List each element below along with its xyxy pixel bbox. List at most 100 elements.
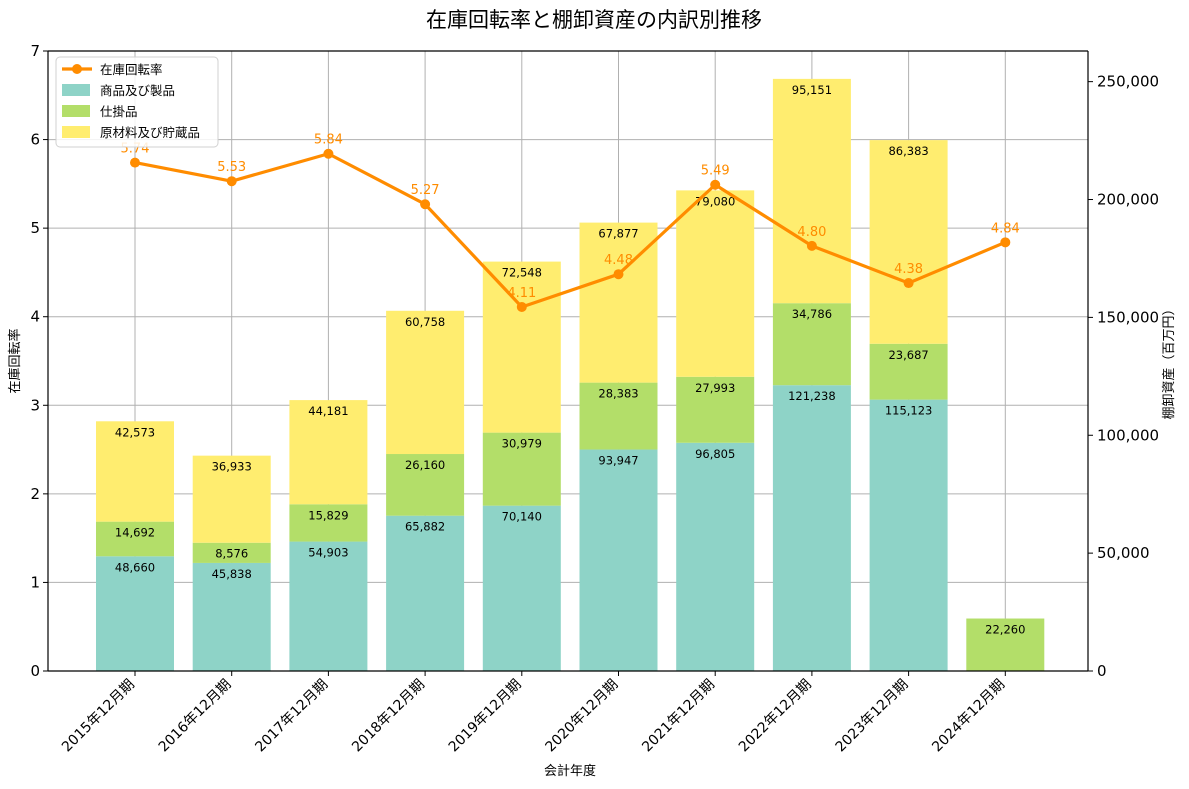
bar-value-label: 72,548 (502, 266, 542, 280)
bar-materials-2 (192, 455, 271, 543)
y-left-tick-label: 1 (30, 573, 40, 591)
bar-materials-1 (96, 421, 174, 522)
turnover-value-label: 4.38 (894, 262, 923, 277)
bar-wip-10 (966, 618, 1045, 671)
bar-materials-5 (482, 261, 561, 433)
bar-products-8 (772, 385, 851, 671)
x-axis-label: 会計年度 (544, 763, 596, 779)
bar-wip-8 (772, 303, 851, 386)
y-right-tick-label: 0 (1097, 662, 1107, 680)
y-left-tick-label: 6 (30, 131, 40, 149)
x-tick-label: 2019年12月期 (446, 677, 525, 756)
bar-materials-3 (289, 400, 368, 505)
bar-value-label: 28,383 (598, 387, 638, 401)
legend-label-turnover: 在庫回転率 (100, 62, 163, 77)
y-axis-right-label: 棚卸資産（百万円） (1161, 302, 1177, 419)
bar-products-1 (96, 556, 174, 671)
turnover-point (806, 240, 817, 251)
legend-swatch (62, 126, 90, 138)
turnover-value-label: 4.80 (797, 225, 826, 240)
bar-wip-5 (482, 432, 561, 506)
y-left-tick-label: 7 (30, 42, 40, 60)
turnover-value-label: 5.53 (217, 160, 246, 175)
turnover-value-label: 4.84 (991, 221, 1020, 236)
bar-products-4 (386, 515, 465, 671)
y-right-tick-label: 50,000 (1097, 544, 1150, 562)
y-right-tick-label: 200,000 (1097, 191, 1159, 209)
y-right-tick-label: 150,000 (1097, 308, 1159, 326)
bar-value-label: 70,140 (502, 510, 542, 524)
bar-value-label: 60,758 (405, 315, 445, 329)
bar-products-3 (289, 541, 368, 671)
turnover-point (903, 278, 914, 289)
bar-value-label: 86,383 (888, 144, 928, 158)
legend-swatch (62, 84, 90, 96)
bar-value-label: 48,660 (115, 560, 155, 574)
bar-materials-7 (676, 190, 755, 377)
legend-box (55, 56, 219, 148)
bar-value-label: 95,151 (792, 83, 832, 97)
bar-value-label: 93,947 (598, 454, 638, 468)
x-tick-label: 2016年12月期 (156, 677, 235, 756)
turnover-value-label: 4.48 (604, 253, 633, 268)
bar-products-6 (579, 449, 658, 671)
legend-swatch (62, 105, 90, 117)
bar-value-label: 27,993 (695, 381, 735, 395)
legend-label: 仕掛品 (100, 104, 138, 119)
x-tick-label: 2021年12月期 (639, 677, 718, 756)
bar-value-label: 42,573 (115, 425, 155, 439)
bar-value-label: 30,979 (502, 437, 542, 451)
bar-materials-9 (869, 140, 948, 344)
turnover-point (130, 157, 140, 168)
y-left-tick-label: 2 (30, 485, 40, 503)
turnover-line (134, 152, 1006, 309)
bar-value-label: 54,903 (308, 546, 348, 560)
bar-value-label: 15,829 (308, 508, 348, 522)
bar-value-label: 65,882 (405, 520, 445, 534)
bar-value-label: 96,805 (695, 447, 735, 461)
turnover-point (613, 269, 624, 280)
bar-value-label: 36,933 (212, 460, 252, 474)
turnover-value-label: 4.11 (507, 286, 536, 301)
turnover-value-label: 5.49 (701, 164, 730, 179)
bar-wip-9 (869, 343, 948, 400)
bar-wip-7 (676, 376, 755, 443)
x-tick-label: 2020年12月期 (543, 677, 622, 756)
turnover-value-label: 5.27 (411, 183, 440, 198)
legend-line-marker (72, 64, 82, 74)
bar-materials-4 (386, 310, 465, 455)
x-tick-label: 2022年12月期 (736, 677, 815, 756)
legend-label: 原材料及び貯蔵品 (100, 125, 200, 140)
bar-value-label: 67,877 (598, 227, 638, 241)
x-tick-label: 2023年12月期 (833, 677, 912, 756)
chart-title: 在庫回転率と棚卸資産の内訳別推移 (426, 8, 762, 32)
bar-value-label: 121,238 (788, 389, 836, 403)
y-left-tick-label: 3 (30, 396, 40, 414)
turnover-value-label: 5.84 (314, 133, 343, 148)
y-left-tick-label: 0 (30, 662, 40, 680)
bar-wip-3 (289, 504, 368, 542)
y-left-tick-label: 4 (30, 308, 40, 326)
bar-materials-8 (772, 78, 851, 304)
bar-value-label: 34,786 (792, 307, 832, 321)
y-left-tick-label: 5 (30, 219, 40, 237)
bar-value-label: 115,123 (885, 404, 933, 418)
y-right-tick-label: 250,000 (1097, 73, 1159, 91)
y-axis-left-label: 在庫回転率 (7, 328, 23, 393)
bar-value-label: 26,160 (405, 458, 445, 472)
bar-value-label: 8,576 (215, 547, 248, 561)
x-tick-label: 2017年12月期 (252, 677, 331, 756)
y-right-tick-label: 100,000 (1097, 426, 1159, 444)
turnover-point (1000, 237, 1011, 248)
bar-products-9 (869, 399, 948, 671)
bar-wip-1 (96, 521, 174, 557)
turnover-point (710, 179, 721, 190)
bar-value-label: 22,260 (985, 623, 1025, 637)
turnover-point (516, 301, 527, 312)
bar-value-label: 45,838 (212, 567, 252, 581)
bar-value-label: 44,181 (308, 404, 348, 418)
bar-products-2 (192, 562, 271, 671)
